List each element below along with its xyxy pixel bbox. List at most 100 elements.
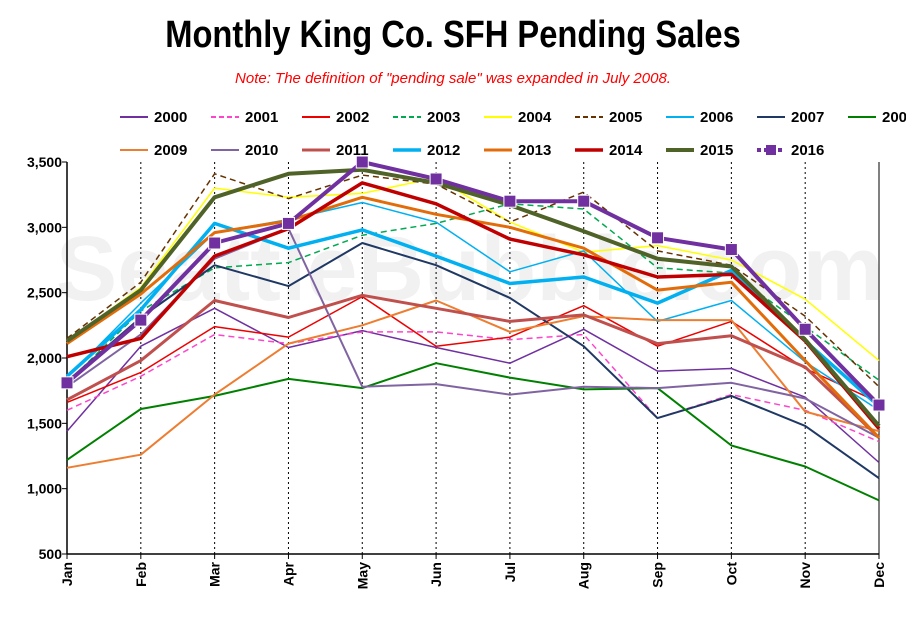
series-line-2012 (65, 221, 881, 408)
series-2011 (66, 293, 881, 439)
data-point-2016 (281, 216, 295, 230)
x-tick-label: Mar (207, 561, 223, 586)
series-line-2007 (66, 242, 880, 480)
y-tick-label: 3,500 (27, 154, 62, 170)
legend-label-2008: 2008 (882, 109, 906, 126)
y-tick-labels: 500 1,000 1,500 2,000 2,500 3,000 3,500 (27, 154, 62, 562)
legend-label-2014: 2014 (609, 142, 643, 159)
x-tick-labels: Jan Feb Mar Apr May Jun Jul Aug Sep Oct Nov Dec (59, 561, 887, 589)
series-2016 (60, 155, 886, 412)
series-2007 (66, 242, 880, 480)
x-tick-label: Jan (59, 562, 75, 586)
series-line-2011 (66, 293, 881, 439)
series-2015 (65, 167, 881, 428)
legend-label-2005: 2005 (609, 109, 642, 126)
legend-item-2001: 2001 (211, 109, 278, 126)
data-point-2016 (355, 155, 369, 169)
x-tick-label: Apr (280, 561, 296, 586)
legend-marker-2016 (766, 145, 776, 155)
legend-label-2003: 2003 (427, 109, 460, 126)
x-tick-label: Oct (723, 562, 739, 586)
legend-label-2011: 2011 (336, 142, 369, 159)
legend-item-2011: 2011 (302, 142, 369, 159)
series-line-2014 (66, 181, 881, 430)
series-2001 (66, 331, 880, 443)
legend-label-2000: 2000 (154, 109, 187, 126)
axes (62, 161, 880, 559)
legend-item-2004: 2004 (484, 109, 552, 126)
legend-item-2000: 2000 (120, 109, 187, 126)
legend-item-2009: 2009 (120, 142, 187, 159)
data-point-2016 (872, 398, 886, 412)
legend-item-2008: 2008 (848, 109, 906, 126)
legend-item-2002: 2002 (302, 109, 369, 126)
x-tick-label: Feb (133, 562, 149, 587)
legend-item-2013: 2013 (484, 142, 551, 159)
series-line-2016 (65, 160, 881, 407)
series-2012 (65, 221, 881, 408)
series-2000 (66, 307, 880, 464)
data-point-2016 (798, 322, 812, 336)
y-tick-label: 2,500 (27, 285, 62, 301)
series-2004 (66, 176, 880, 362)
x-tick-label: Aug (576, 562, 592, 589)
series-line-2002 (66, 295, 880, 404)
chart-title: Monthly King Co. SFH Pending Sales (165, 14, 741, 56)
legend-label-2010: 2010 (245, 142, 278, 159)
legend-item-2010: 2010 (211, 142, 278, 159)
chart-note: Note: The definition of "pending sale" w… (235, 70, 671, 87)
series-line-2015 (65, 167, 881, 428)
legend-item-2012: 2012 (393, 142, 460, 159)
y-tick-label: 1,500 (27, 415, 62, 431)
legend-item-2006: 2006 (666, 109, 733, 126)
data-point-2016 (60, 376, 74, 390)
legend-label-2007: 2007 (791, 109, 824, 126)
legend-item-2015: 2015 (666, 142, 733, 159)
series-2008 (66, 362, 880, 502)
legend-item-2003: 2003 (393, 109, 460, 126)
legend-label-2015: 2015 (700, 142, 733, 159)
series-line-2009 (66, 299, 880, 469)
legend-item-2014: 2014 (575, 142, 643, 159)
x-tick-label: Jun (428, 562, 444, 587)
legend-label-2016: 2016 (791, 142, 824, 159)
x-tick-label: Jul (502, 562, 518, 582)
data-point-2016 (429, 172, 443, 186)
series-line-2004 (66, 176, 880, 362)
series-lines (60, 155, 886, 502)
legend-label-2002: 2002 (336, 109, 369, 126)
series-2014 (66, 181, 881, 430)
data-point-2016 (134, 313, 148, 327)
data-point-2016 (208, 236, 222, 250)
legend-item-2005: 2005 (575, 109, 642, 126)
series-line-2008 (66, 362, 880, 502)
data-point-2016 (651, 231, 665, 245)
data-point-2016 (724, 243, 738, 257)
x-tick-label: Sep (650, 562, 666, 588)
data-point-2016 (577, 194, 591, 208)
legend-label-2001: 2001 (245, 109, 278, 126)
series-2009 (66, 299, 880, 469)
y-tick-label: 500 (39, 546, 63, 562)
data-point-2016 (503, 194, 517, 208)
series-line-2005 (66, 173, 880, 388)
legend-label-2009: 2009 (154, 142, 187, 159)
legend-label-2004: 2004 (518, 109, 552, 126)
legend-label-2012: 2012 (427, 142, 460, 159)
legend-item-2016: 2016 (757, 142, 824, 159)
legend-label-2006: 2006 (700, 109, 733, 126)
y-tick-label: 2,000 (27, 350, 62, 366)
x-tick-label: May (354, 562, 370, 589)
series-line-2001 (66, 331, 880, 443)
legend-label-2013: 2013 (518, 142, 551, 159)
series-2005 (66, 173, 880, 388)
x-tick-label: Dec (871, 562, 887, 588)
legend-item-2007: 2007 (757, 109, 824, 126)
y-tick-label: 3,000 (27, 219, 62, 235)
y-tick-label: 1,000 (27, 481, 62, 497)
x-tick-label: Nov (797, 562, 813, 589)
series-2002 (66, 295, 880, 404)
series-line-2000 (66, 307, 880, 464)
legend: 2000 2001 2002 2003 2004 2005 2006 2007 2008 2009… (120, 109, 906, 159)
